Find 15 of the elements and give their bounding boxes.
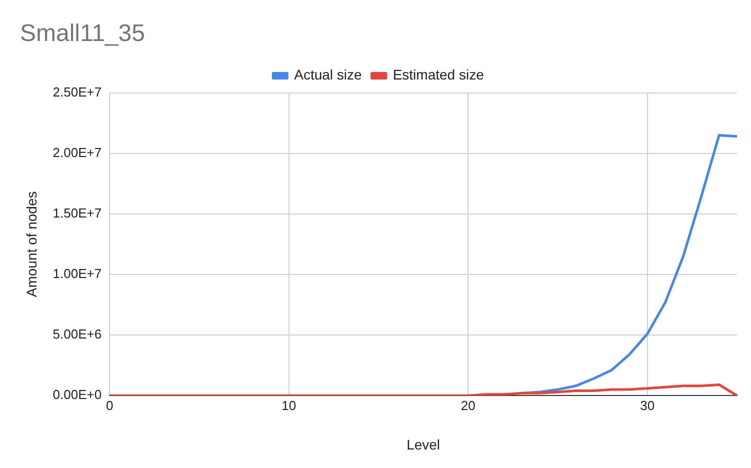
y-tick-label: 1.50E+7 [52,206,102,220]
legend-label: Estimated size [392,66,484,83]
chart-title: Small11_35 [20,20,145,48]
x-tick-label: 0 [106,398,114,413]
x-tick-label: 10 [282,398,296,413]
y-axis-title: Amount of nodes [23,191,40,298]
y-tick-label: 2.50E+7 [52,84,102,100]
y-tick-label: 0.00E+0 [52,387,102,402]
legend-label: Actual size [294,66,362,83]
y-tick-label: 5.00E+6 [52,326,102,342]
x-tick-label: 20 [460,398,476,413]
x-axis-title: Level [406,436,440,452]
x-tick-label: 30 [640,398,655,413]
y-tick-label: 2.00E+7 [52,144,102,160]
y-tick-label: 1.00E+7 [52,266,102,282]
